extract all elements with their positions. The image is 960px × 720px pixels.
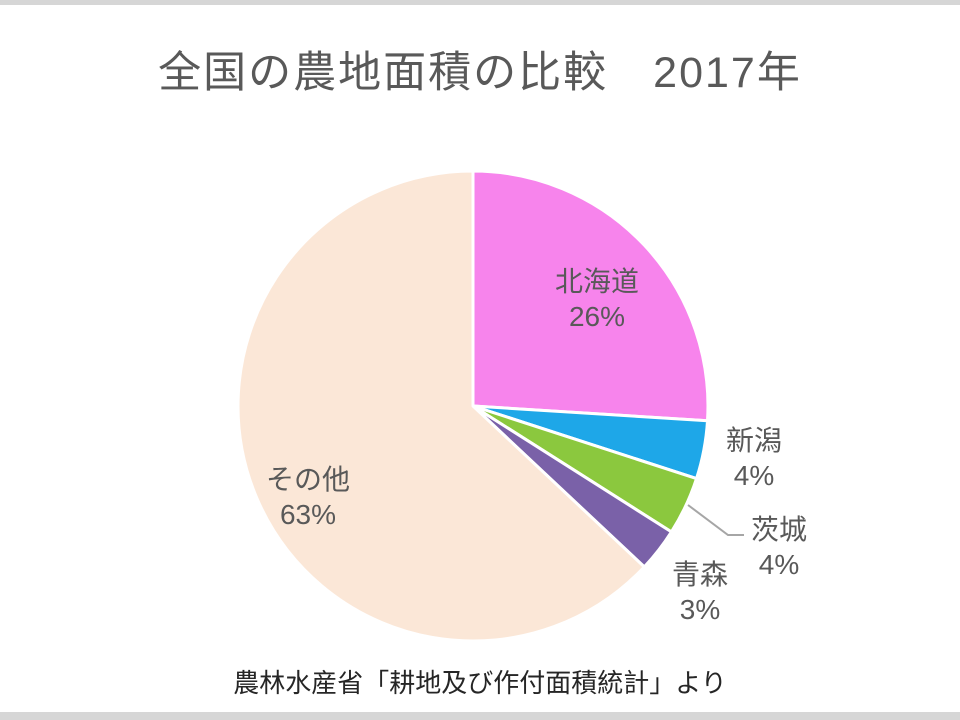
slice-label-hokkaido: 北海道 26% <box>555 264 639 334</box>
slice-percent: 26% <box>568 301 626 332</box>
slice-name: 青森 <box>671 559 729 590</box>
slice-name: 茨城 <box>750 514 808 545</box>
slide-top-border <box>0 0 960 5</box>
ibaraki-leader-line <box>687 504 744 536</box>
slice-name: その他 <box>265 464 351 495</box>
pie-slice-4 <box>236 169 646 643</box>
slice-percent: 63% <box>279 499 337 530</box>
slice-label-aomori: 青森 3% <box>672 557 728 627</box>
slice-percent: 3% <box>679 594 721 625</box>
slice-label-sonota: その他 63% <box>266 462 350 532</box>
slice-name: 北海道 <box>554 266 640 297</box>
source-caption: 農林水産省「耕地及び作付面積統計」より <box>233 668 727 698</box>
pie-slice-0 <box>471 169 710 423</box>
slide-bottom-border <box>0 712 960 720</box>
slice-label-ibaraki: 茨城 4% <box>751 512 807 582</box>
slice-percent: 4% <box>733 460 775 491</box>
slice-name: 新潟 <box>725 425 783 456</box>
slice-label-niigata: 新潟 4% <box>726 423 782 493</box>
slice-percent: 4% <box>758 549 800 580</box>
chart-title: 全国の農地面積の比較 2017年 <box>158 49 802 97</box>
